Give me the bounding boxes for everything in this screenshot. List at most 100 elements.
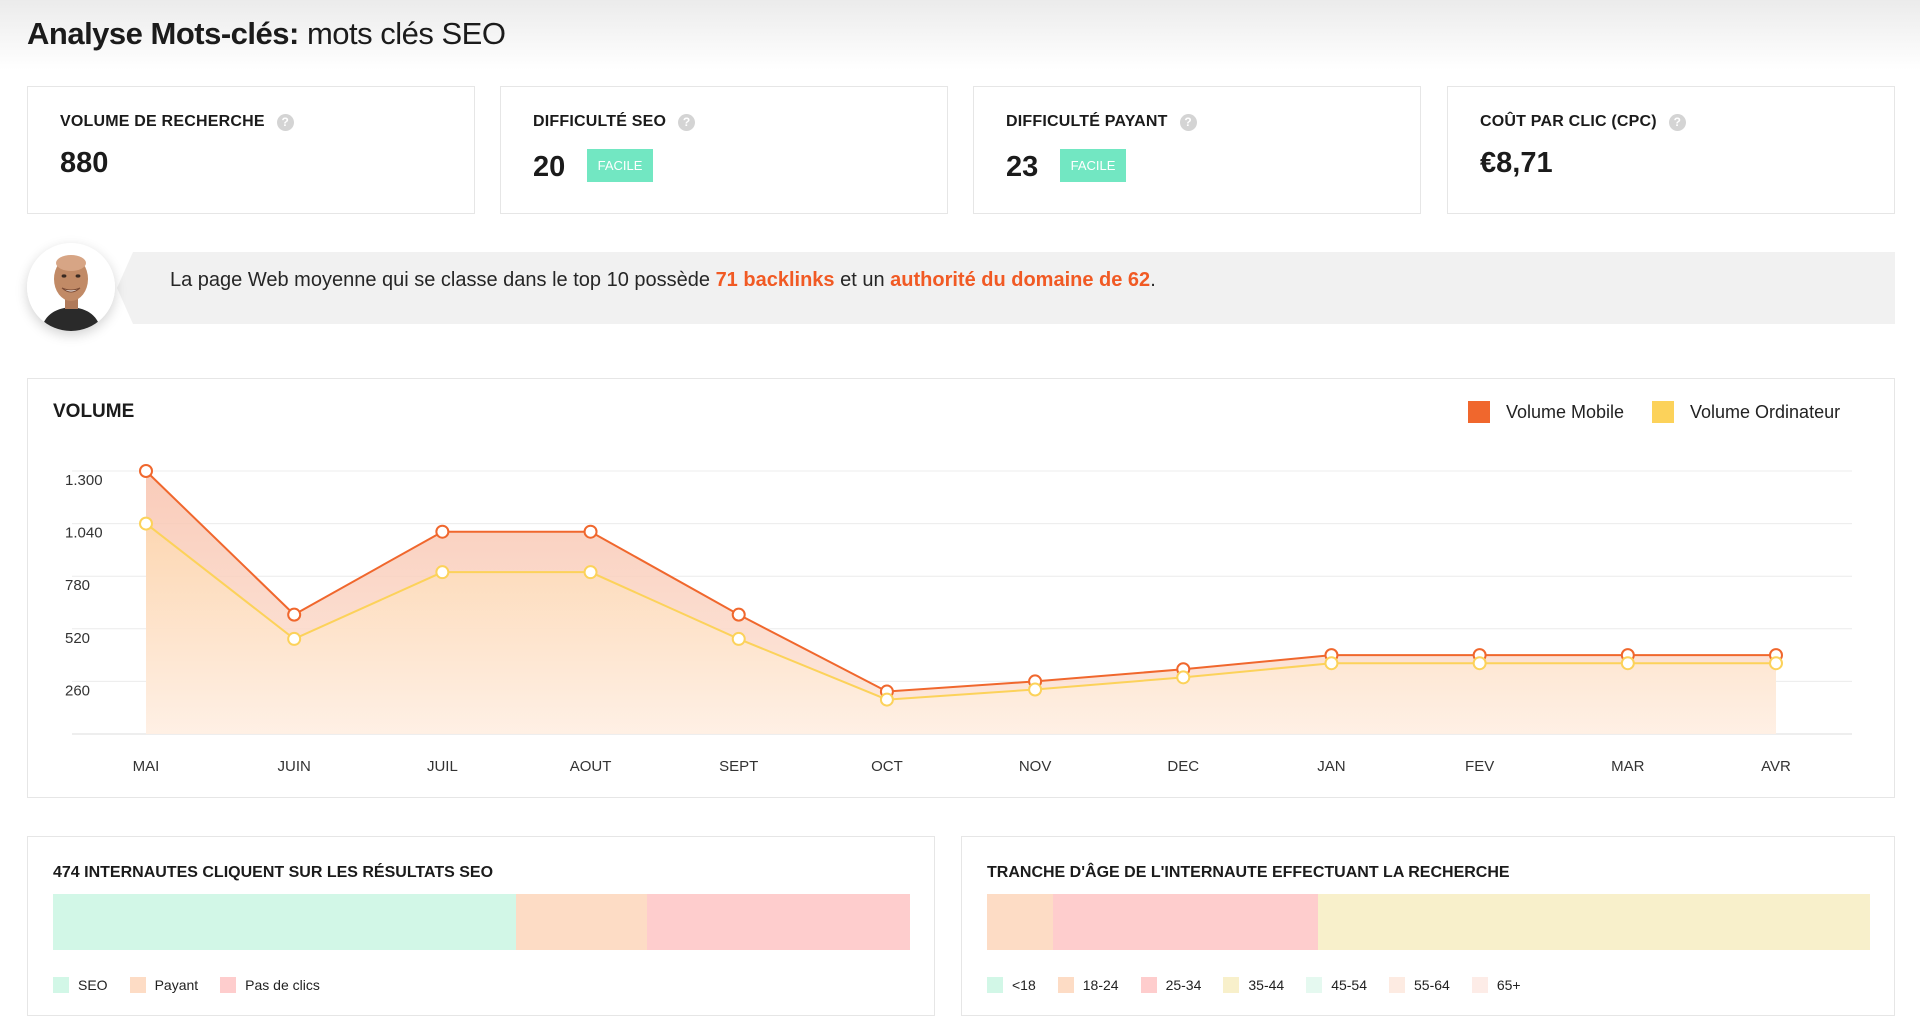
bar-segment xyxy=(1318,894,1870,950)
age-title: TRANCHE D'ÂGE DE L'INTERNAUTE EFFECTUANT… xyxy=(987,864,1510,881)
y-tick-label: 260 xyxy=(65,682,90,699)
help-icon[interactable]: ? xyxy=(678,113,696,131)
metric-value: 20 xyxy=(533,151,566,183)
legend-label: 25-34 xyxy=(1165,977,1202,993)
data-point xyxy=(139,464,153,478)
x-tick-label: MAI xyxy=(133,758,160,775)
clicks-title: 474 INTERNAUTES CLIQUENT SUR LES RÉSULTA… xyxy=(53,864,494,881)
legend-item: 45-54 xyxy=(1306,977,1367,993)
age-legend: <18 18-24 25-34 35-44 45-54 55-64 65+ xyxy=(987,977,1543,993)
data-point xyxy=(879,692,894,707)
legend-item: <18 xyxy=(987,977,1036,993)
metric-label: VOLUME DE RECHERCHE xyxy=(60,113,265,130)
legend-label-mobile: Volume Mobile xyxy=(1506,401,1625,422)
legend-swatch xyxy=(53,977,69,993)
legend-item-mobile[interactable]: Volume Mobile xyxy=(1468,401,1624,423)
insight-text-before: La page Web moyenne qui se classe dans l… xyxy=(170,269,716,291)
legend-label: SEO xyxy=(78,977,108,993)
metric-label-wrap: DIFFICULTÉ SEO ? xyxy=(533,113,696,131)
legend-label-desktop: Volume Ordinateur xyxy=(1690,401,1841,422)
clicks-legend: SEO Payant Pas de clics xyxy=(53,977,342,993)
data-point xyxy=(1028,682,1043,697)
legend-label: 55-64 xyxy=(1414,977,1450,993)
bar-segment xyxy=(515,894,647,950)
y-tick-label: 1.300 xyxy=(65,472,103,489)
legend-swatch xyxy=(1306,977,1323,993)
bar-segment xyxy=(53,894,516,950)
clicks-stacked-bar xyxy=(53,894,910,950)
chart-title: VOLUME xyxy=(53,401,135,422)
legend-swatch xyxy=(1140,977,1157,993)
x-tick-label: SEPT xyxy=(719,758,758,775)
metric-value: €8,71 xyxy=(1480,147,1553,179)
insight-text: La page Web moyenne qui se classe dans l… xyxy=(170,267,1156,293)
volume-chart: 1.300 1.040 780 520 260 MAI JUIN JUIL AOUT SEPT OC… xyxy=(65,464,1852,775)
metric-label: DIFFICULTÉ PAYANT xyxy=(1006,113,1168,130)
x-tick-label: MAR xyxy=(1611,758,1645,775)
data-point xyxy=(287,607,302,622)
difficulty-badge: FACILE xyxy=(1060,149,1126,182)
y-tick-label: 1.040 xyxy=(65,525,103,542)
page-title-keyword: mots clés SEO xyxy=(306,16,506,51)
data-point xyxy=(731,631,746,646)
data-point xyxy=(1769,656,1783,671)
legend-item: Payant xyxy=(129,977,199,993)
series-area xyxy=(146,523,1776,734)
x-tick-label: AOUT xyxy=(570,758,612,775)
legend-label: Pas de clics xyxy=(245,977,320,993)
legend-swatch xyxy=(1057,977,1074,993)
series-line xyxy=(145,470,1776,693)
data-point xyxy=(287,631,302,646)
legend-label: 18-24 xyxy=(1082,977,1119,993)
legend-swatch xyxy=(220,977,237,993)
x-tick-label: JUIL xyxy=(427,758,458,775)
volume-chart-panel: VOLUME Volume Mobile Volume Ordinateur 1… xyxy=(27,378,1895,798)
legend-label: Payant xyxy=(154,977,199,993)
metric-label: DIFFICULTÉ SEO xyxy=(533,113,667,130)
legend-item: SEO xyxy=(53,977,108,993)
legend-swatch xyxy=(1471,977,1488,993)
age-panel: TRANCHE D'ÂGE DE L'INTERNAUTE EFFECTUANT… xyxy=(961,836,1895,1016)
metric-label: COÛT PAR CLIC (CPC) xyxy=(1480,113,1657,130)
legend-item: 55-64 xyxy=(1389,977,1450,993)
insight-text-after: . xyxy=(1150,269,1156,291)
legend-item: Pas de clics xyxy=(220,977,320,993)
metric-value: 23 xyxy=(1006,151,1039,183)
metric-card-search-volume: VOLUME DE RECHERCHE ? 880 xyxy=(27,86,475,214)
legend-item: 65+ xyxy=(1471,977,1521,993)
data-point xyxy=(583,565,598,580)
data-point xyxy=(1324,656,1339,671)
difficulty-badge: FACILE xyxy=(587,149,653,182)
metric-card-paid-difficulty: DIFFICULTÉ PAYANT ? 23 FACILE xyxy=(973,86,1421,214)
insight-text-middle: et un xyxy=(834,269,891,291)
data-point xyxy=(435,565,450,580)
legend-item-desktop[interactable]: Volume Ordinateur xyxy=(1652,401,1840,423)
insight-bubble-tail xyxy=(117,252,133,324)
help-icon[interactable]: ? xyxy=(1668,113,1686,131)
data-point xyxy=(1472,656,1487,671)
x-tick-label: NOV xyxy=(1019,758,1052,775)
legend-label: 65+ xyxy=(1496,977,1521,993)
x-tick-label: OCT xyxy=(871,758,903,775)
help-icon[interactable]: ? xyxy=(276,113,294,131)
legend-item: 35-44 xyxy=(1223,977,1284,993)
metric-label-wrap: VOLUME DE RECHERCHE ? xyxy=(60,113,294,131)
help-icon[interactable]: ? xyxy=(1179,113,1197,131)
legend-swatch xyxy=(129,977,146,993)
bar-segment xyxy=(646,894,910,950)
legend-swatch xyxy=(1389,977,1405,993)
page-title-label: Analyse Mots-clés: xyxy=(27,16,299,51)
metric-card-seo-difficulty: DIFFICULTÉ SEO ? 20 FACILE xyxy=(500,86,948,214)
metric-label-wrap: COÛT PAR CLIC (CPC) ? xyxy=(1480,113,1686,131)
age-stacked-bar xyxy=(987,894,1870,950)
clicks-panel: 474 INTERNAUTES CLIQUENT SUR LES RÉSULTA… xyxy=(27,836,935,1016)
data-point xyxy=(583,524,598,539)
bar-segment xyxy=(987,894,1054,950)
legend-label: 45-54 xyxy=(1331,977,1367,993)
bar-segment xyxy=(1053,894,1319,950)
x-tick-label: JUIN xyxy=(278,758,311,775)
legend-item: 18-24 xyxy=(1057,977,1119,993)
header-background xyxy=(0,0,1920,70)
data-point xyxy=(1620,656,1635,671)
x-tick-label: AVR xyxy=(1761,758,1791,775)
